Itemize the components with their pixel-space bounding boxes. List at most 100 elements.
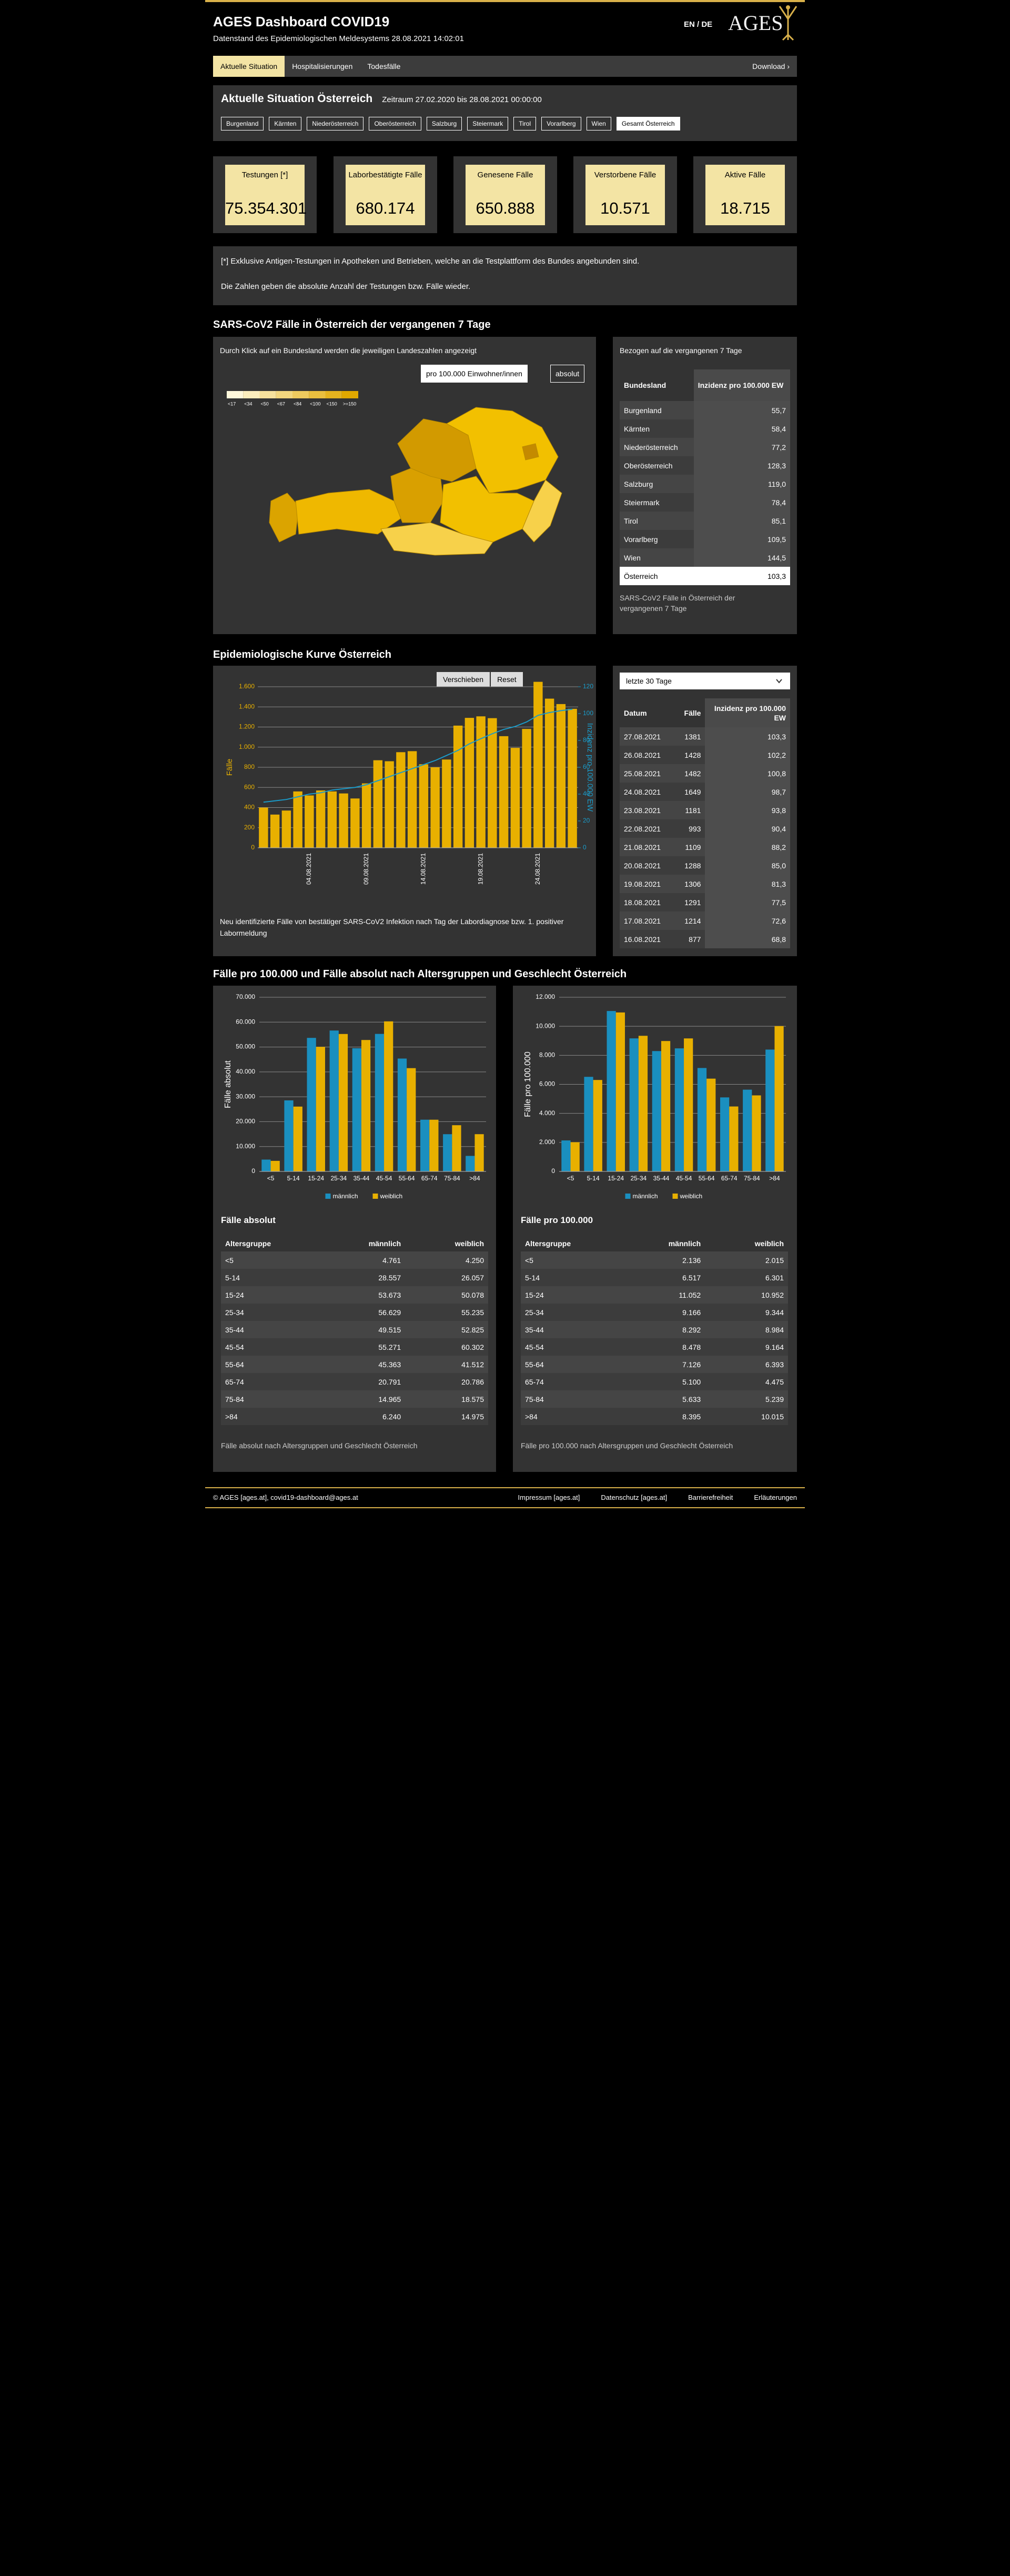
table-row: 5-14 6.517 6.301 (521, 1269, 788, 1286)
map-panel: Durch Klick auf ein Bundesland werden di… (213, 337, 596, 634)
table-cell: 100,8 (705, 764, 790, 783)
table-cell: 35-44 (225, 1325, 244, 1334)
tool-button[interactable]: Reset (491, 672, 523, 687)
x-tick-label: 35-44 (354, 1175, 370, 1182)
regions (269, 407, 562, 556)
situation-period: Zeitraum 27.02.2020 bis 28.08.2021 00:00… (382, 95, 542, 104)
table-caption: Fälle pro 100.000 nach Altersgruppen und… (521, 1441, 733, 1450)
table-cell: 90,4 (705, 819, 790, 838)
table-row: 24.08.2021 1649 98,7 (620, 783, 790, 801)
bar (419, 764, 429, 848)
x-tick-label: 14.08.2021 (420, 853, 427, 885)
table-cell: 1109 (685, 843, 701, 851)
y-tick-label: 10.000 (536, 1022, 555, 1029)
table-cell: 9.164 (765, 1342, 784, 1351)
region-button[interactable]: Salzburg (426, 117, 462, 131)
region-burgenland[interactable] (522, 479, 562, 543)
region-button[interactable]: Niederösterreich (307, 117, 364, 131)
nav-tab[interactable]: Aktuelle Situation (213, 56, 285, 77)
header-row: Bundesland Inzidenz pro 100.000 EW (620, 369, 790, 401)
bar (510, 748, 520, 848)
region-kaernten[interactable] (380, 522, 493, 556)
bar (361, 1040, 371, 1171)
table-cell: 26.08.2021 (624, 750, 661, 759)
table-cell: 45-54 (225, 1342, 244, 1351)
table-cell: 81,3 (705, 875, 790, 893)
table-cell: 103,3 (705, 727, 790, 746)
table-row: Wien 144,5 (620, 548, 790, 567)
toggle-button[interactable]: pro 100.000 Einwohner/innen (421, 365, 528, 383)
region-button[interactable]: Wien (586, 117, 611, 131)
bar (305, 795, 314, 848)
bar (407, 1068, 416, 1171)
data-table: Altersgruppe männlich weiblich <5 2.136 2.015… (521, 1236, 788, 1425)
region-button[interactable]: Gesamt Österreich (616, 117, 680, 131)
column-header: weiblich (454, 1239, 484, 1248)
bar (352, 1048, 361, 1171)
table-cell: 5-14 (225, 1273, 240, 1282)
table-cell: 877 (689, 935, 701, 944)
legend-label: weiblich (380, 1192, 403, 1200)
footer-link[interactable]: Erläuterungen (754, 1494, 797, 1501)
table-row: 45-54 55.271 60.302 (221, 1338, 488, 1356)
column-header: männlich (668, 1239, 701, 1248)
table-cell: Kärnten (624, 424, 650, 433)
bar (466, 1156, 475, 1171)
legend-label: <150 (327, 401, 337, 406)
table-cell: 22.08.2021 (624, 824, 661, 833)
table-cell: 60.302 (461, 1342, 484, 1351)
logo[interactable]: AGES (728, 11, 783, 35)
tool-button[interactable]: Verschieben (437, 672, 490, 687)
table-cell: 8.984 (765, 1325, 784, 1334)
legend-swatch (309, 391, 326, 398)
toggle-button[interactable]: absolut (550, 365, 585, 383)
table-cell: 20.08.2021 (624, 861, 661, 870)
table-row: 25-34 9.166 9.344 (521, 1304, 788, 1321)
region-wien[interactable] (522, 443, 539, 460)
download-link[interactable]: Download › (752, 62, 790, 71)
table-cell: 55-64 (525, 1360, 544, 1369)
bar (316, 1047, 325, 1171)
y-axis-label: Fälle (225, 759, 234, 776)
nav-tab[interactable]: Todesfälle (367, 62, 401, 71)
kpi-card: Laborbestätigte Fälle 680.174 (334, 156, 437, 233)
bar (544, 698, 554, 848)
logo-figure (779, 5, 797, 41)
region-button[interactable]: Kärnten (269, 117, 302, 131)
range-select[interactable]: letzte 30 Tage (620, 673, 790, 689)
table-cell: 144,5 (693, 548, 790, 567)
table-cell: 4.475 (765, 1377, 784, 1386)
table-cell: 4.761 (382, 1256, 401, 1265)
region-button[interactable]: Burgenland (221, 117, 264, 131)
top-rule (205, 0, 805, 2)
table-cell: 16.08.2021 (624, 935, 661, 944)
bar (270, 814, 280, 848)
kpi-inner: Testungen [*] 75.354.301 (225, 165, 307, 225)
bar (674, 1048, 684, 1171)
region-tirol[interactable] (295, 489, 403, 535)
y-tick-label: 30.000 (236, 1092, 255, 1100)
legend-swatch (227, 391, 244, 398)
region-button[interactable]: Oberösterreich (369, 117, 421, 131)
table-cell: 1181 (685, 806, 701, 815)
region-button[interactable]: Vorarlberg (541, 117, 581, 131)
y-tick-label: 60 (583, 763, 590, 770)
table-row: 19.08.2021 1306 81,3 (620, 875, 790, 893)
footer-link[interactable]: Datenschutz [ages.at] (601, 1494, 668, 1501)
region-vorarlberg[interactable] (269, 493, 299, 543)
footer-link[interactable]: Barrierefreiheit (688, 1494, 733, 1501)
nav-tab[interactable]: Hospitalisierungen (292, 62, 353, 71)
region-button[interactable]: Tirol (513, 117, 537, 131)
x-tick-label: 19.08.2021 (477, 853, 484, 885)
footer-link[interactable]: Impressum [ages.at] (518, 1494, 580, 1501)
table-cell: 8.292 (682, 1325, 701, 1334)
column-header: Altersgruppe (225, 1239, 271, 1248)
select-arrow (776, 679, 782, 684)
table-cell: <5 (525, 1256, 533, 1265)
kpi-label: Verstorbene Fälle (594, 171, 656, 179)
age-chart: 0 10.000 20.000 30.000 40.000 50.000 60.000 70.… (224, 993, 486, 1200)
language-switch[interactable]: EN / DE (684, 20, 713, 29)
table-cell: 1649 (684, 787, 701, 796)
x-tick-label: 75-84 (744, 1175, 760, 1182)
region-button[interactable]: Steiermark (467, 117, 509, 131)
